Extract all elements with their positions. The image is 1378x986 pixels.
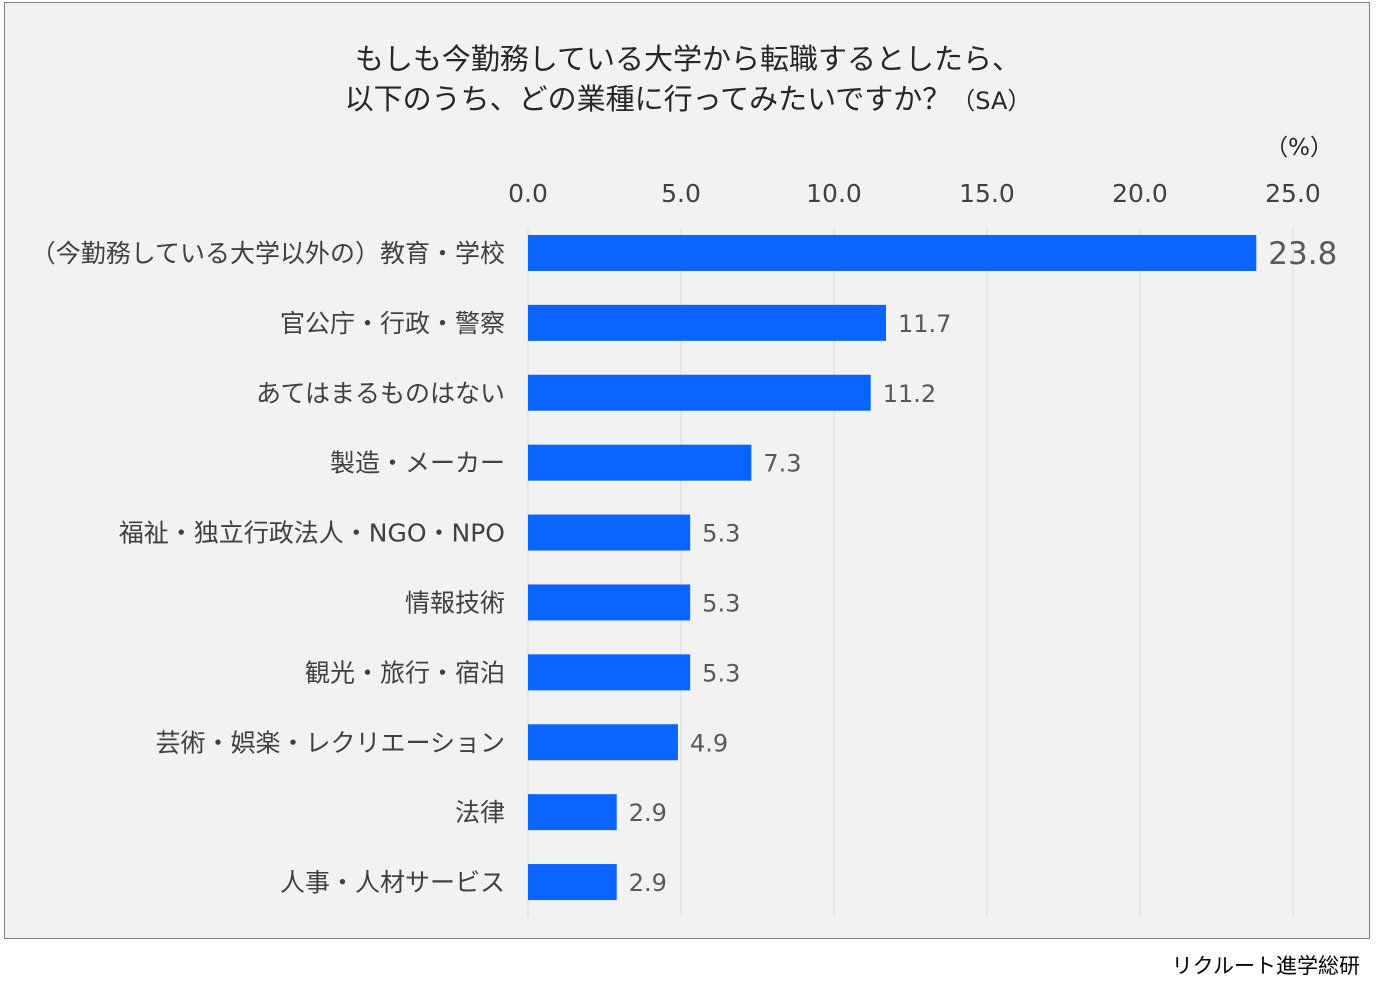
category-label: 芸術・娯楽・レクリエーション [155, 728, 505, 757]
value-label: 11.7 [898, 310, 951, 338]
chart-title-line-2-text: 以下のうち、どの業種に行ってみたいですか？ [344, 82, 952, 116]
x-tick-label: 20.0 [1112, 179, 1168, 208]
value-label: 2.9 [629, 869, 667, 897]
chart-title: もしも今勤務している大学から転職するとしたら、 以下のうち、どの業種に行ってみた… [5, 39, 1371, 121]
category-label: 法律 [455, 798, 505, 827]
value-label: 11.2 [883, 380, 936, 408]
unit-label: （%） [1265, 135, 1333, 161]
value-label: 23.8 [1268, 236, 1337, 272]
bar [528, 724, 678, 761]
chart-title-line-2: 以下のうち、どの業種に行ってみたいですか？（SA） [5, 79, 1371, 121]
value-label: 7.3 [763, 450, 801, 478]
bar [528, 864, 617, 901]
x-tick-label: 5.0 [661, 179, 701, 208]
value-label: 2.9 [629, 799, 667, 827]
chart-title-line-1: もしも今勤務している大学から転職するとしたら、 [354, 42, 1022, 76]
x-tick-label: 25.0 [1265, 179, 1321, 208]
bar [528, 584, 691, 621]
bar [528, 444, 752, 481]
x-tick-label: 15.0 [959, 179, 1015, 208]
value-label: 5.3 [702, 659, 740, 687]
category-label: 官公庁・行政・警察 [280, 309, 505, 338]
category-label: 人事・人材サービス [280, 868, 505, 897]
chart-title-suffix: （SA） [951, 87, 1032, 115]
category-label: 製造・メーカー [330, 449, 505, 478]
source-credit: リクルート進学総研 [1171, 954, 1360, 978]
value-label: 5.3 [702, 589, 740, 617]
category-label: 情報技術 [405, 588, 505, 617]
value-label: 4.9 [690, 729, 728, 757]
bar [528, 654, 691, 691]
category-label: 観光・旅行・宿泊 [305, 658, 505, 687]
bar [528, 374, 871, 411]
x-tick-label: 0.0 [508, 179, 548, 208]
x-tick-label: 10.0 [806, 179, 862, 208]
bar [528, 514, 691, 551]
value-label: 5.3 [702, 520, 740, 548]
bar [528, 234, 1257, 271]
bar [528, 304, 887, 341]
bar [528, 794, 617, 831]
category-label: （今勤務している大学以外の）教育・学校 [31, 239, 505, 268]
category-label: 福祉・独立行政法人・NGO・NPO [119, 519, 505, 548]
category-label: あてはまるものはない [256, 379, 505, 408]
